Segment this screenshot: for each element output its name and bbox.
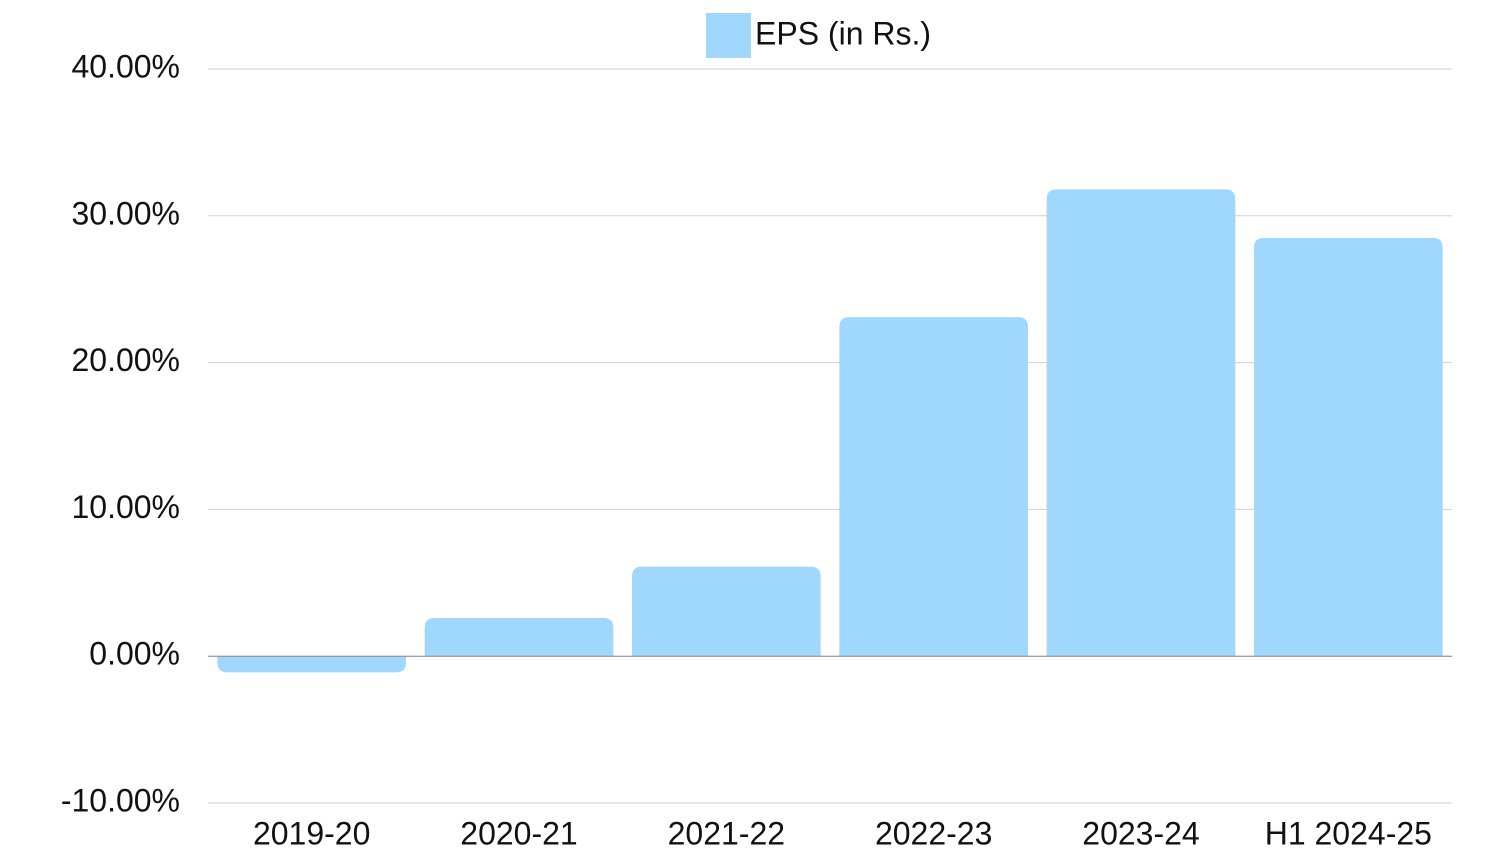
y-tick-label: 0.00% xyxy=(89,636,180,672)
y-tick-label: 10.00% xyxy=(71,489,180,525)
bar xyxy=(424,618,614,657)
legend-swatch xyxy=(706,13,751,58)
x-tick-label: 2023-24 xyxy=(1082,815,1199,851)
x-tick-label: 2020-21 xyxy=(460,815,577,851)
legend-label: EPS (in Rs.) xyxy=(755,15,931,51)
y-tick-label: -10.00% xyxy=(61,782,180,818)
y-tick-label: 30.00% xyxy=(71,195,180,231)
x-tick-label: 2021-22 xyxy=(668,815,785,851)
y-tick-label: 20.00% xyxy=(71,342,180,378)
x-tick-label: 2022-23 xyxy=(875,815,992,851)
x-tick-label: 2019-20 xyxy=(253,815,370,851)
y-tick-label: 40.00% xyxy=(71,48,180,84)
bar xyxy=(631,566,821,657)
bar xyxy=(839,317,1029,657)
x-tick-label: H1 2024-25 xyxy=(1265,815,1432,851)
bar xyxy=(1046,189,1236,657)
bar xyxy=(1253,237,1443,657)
bar xyxy=(217,656,407,673)
